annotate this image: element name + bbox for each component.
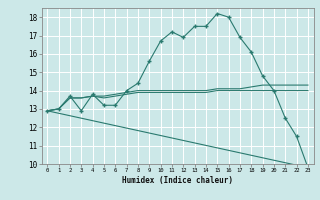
X-axis label: Humidex (Indice chaleur): Humidex (Indice chaleur)	[122, 176, 233, 185]
